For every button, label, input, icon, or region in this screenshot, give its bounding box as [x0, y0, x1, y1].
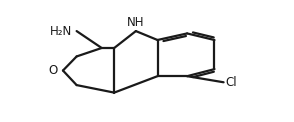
Text: H₂N: H₂N [50, 25, 72, 38]
Text: NH: NH [127, 16, 145, 29]
Text: O: O [48, 64, 57, 77]
Text: Cl: Cl [226, 76, 238, 89]
